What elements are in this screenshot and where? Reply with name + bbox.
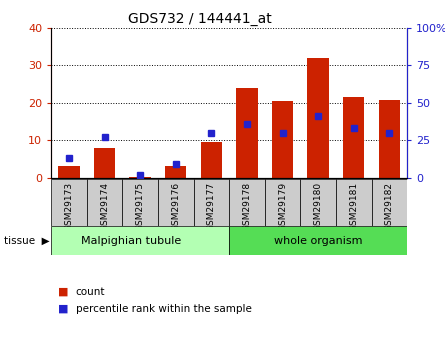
FancyBboxPatch shape (265, 179, 300, 226)
FancyBboxPatch shape (87, 179, 122, 226)
Text: GSM29182: GSM29182 (385, 182, 394, 231)
Bar (307, 58, 329, 178)
Bar (272, 101, 293, 178)
FancyBboxPatch shape (51, 179, 87, 226)
Bar (236, 88, 258, 178)
Bar (201, 142, 222, 178)
Bar (165, 166, 186, 178)
FancyBboxPatch shape (51, 226, 229, 255)
Text: Malpighian tubule: Malpighian tubule (81, 236, 182, 246)
Text: GSM29181: GSM29181 (349, 182, 358, 231)
Bar (379, 100, 400, 178)
FancyBboxPatch shape (194, 179, 229, 226)
Text: GDS732 / 144441_at: GDS732 / 144441_at (128, 12, 272, 26)
Bar (343, 97, 364, 178)
Bar (129, 177, 151, 178)
FancyBboxPatch shape (336, 179, 372, 226)
Text: GSM29173: GSM29173 (65, 182, 73, 231)
FancyBboxPatch shape (372, 179, 407, 226)
Text: ■: ■ (58, 287, 69, 296)
FancyBboxPatch shape (229, 226, 407, 255)
Text: whole organism: whole organism (274, 236, 362, 246)
Text: GSM29176: GSM29176 (171, 182, 180, 231)
FancyBboxPatch shape (158, 179, 194, 226)
Text: tissue  ▶: tissue ▶ (4, 236, 50, 246)
Bar (58, 166, 80, 178)
Text: GSM29175: GSM29175 (136, 182, 145, 231)
Text: GSM29180: GSM29180 (314, 182, 323, 231)
FancyBboxPatch shape (229, 179, 265, 226)
Text: percentile rank within the sample: percentile rank within the sample (76, 304, 251, 314)
Text: count: count (76, 287, 105, 296)
Text: GSM29177: GSM29177 (207, 182, 216, 231)
Text: GSM29174: GSM29174 (100, 182, 109, 231)
Text: ■: ■ (58, 304, 69, 314)
Text: GSM29178: GSM29178 (243, 182, 251, 231)
Text: GSM29179: GSM29179 (278, 182, 287, 231)
FancyBboxPatch shape (122, 179, 158, 226)
Bar (94, 148, 115, 178)
FancyBboxPatch shape (300, 179, 336, 226)
